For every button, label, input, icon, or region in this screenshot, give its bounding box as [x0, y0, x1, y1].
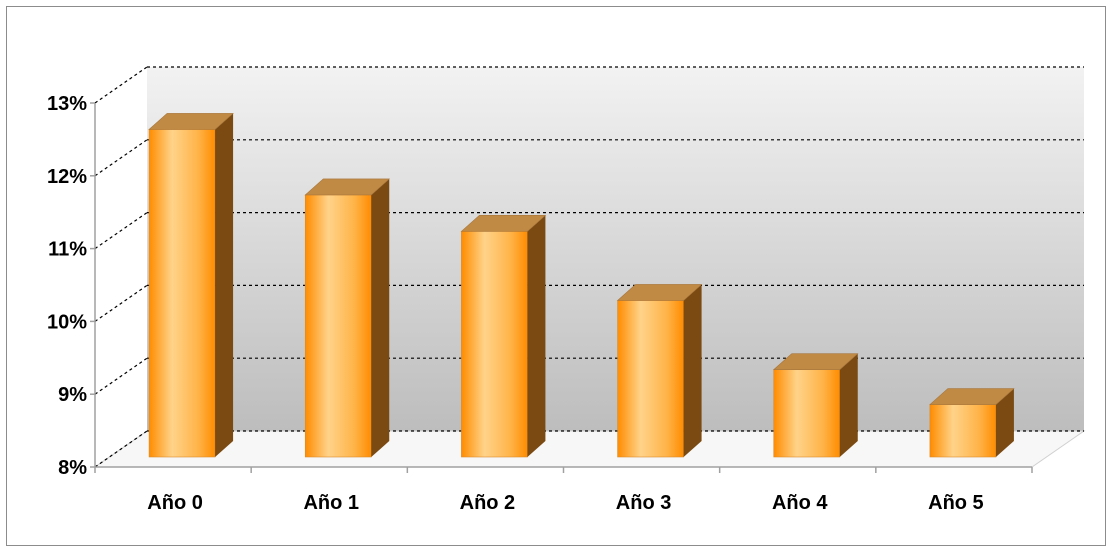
bar-top: [148, 113, 234, 130]
bar: [304, 178, 391, 458]
y-tick-label: 13%: [47, 93, 87, 115]
x-axis-tick-labels: Año 0 Año 1 Año 2 Año 3 Año 4 Año 5: [147, 492, 983, 514]
bar-top: [772, 353, 859, 370]
gridline-diagonal: [94, 139, 148, 177]
bar-front: [148, 129, 216, 458]
bar-side: [527, 215, 546, 457]
bar-front: [773, 369, 841, 458]
y-tick-label: 9%: [58, 384, 87, 406]
x-tick-label: Año 0: [147, 492, 203, 514]
x-tick-label: Año 1: [303, 492, 359, 514]
bar: [148, 113, 234, 458]
gridline-diagonal: [94, 430, 148, 468]
bar-top: [460, 215, 547, 232]
chart-axes: [90, 102, 1033, 473]
bar-front: [461, 231, 528, 458]
bar: [616, 284, 703, 458]
bar-side: [683, 284, 702, 457]
y-tick-label: 11%: [48, 239, 87, 261]
x-tick-label: Año 3: [616, 492, 672, 514]
bar: [772, 353, 859, 458]
bar-series: [148, 113, 1015, 458]
bar: [929, 388, 1015, 458]
bar-front: [929, 404, 997, 458]
bar-front: [304, 194, 372, 458]
y-tick-label: 8%: [58, 457, 87, 479]
bar-top: [304, 178, 391, 196]
x-tick-label: Año 2: [460, 492, 516, 514]
bar-top: [616, 284, 703, 301]
y-axis-tick-labels: 8% 9% 10% 11% 12% 13%: [47, 93, 87, 479]
gridline-diagonal: [94, 284, 148, 322]
y-tick-label: 12%: [47, 166, 87, 188]
gridlines: [94, 66, 1084, 468]
bar-side: [371, 178, 390, 458]
bar-top: [929, 388, 1015, 405]
x-tick-label: Año 4: [772, 492, 828, 514]
gridline-diagonal: [94, 357, 148, 395]
bar: [460, 215, 547, 458]
bar-front: [617, 300, 684, 458]
gridline-diagonal: [94, 212, 148, 250]
y-tick-label: 10%: [47, 311, 87, 333]
bar-side: [995, 388, 1014, 457]
bar-side: [215, 113, 234, 458]
chart-frame: 8% 9% 10% 11% 12% 13% Año 0 Año 1 Año 2 Año 3 Año…: [6, 6, 1106, 546]
back-wall: [147, 67, 1084, 431]
gridline-diagonal: [94, 66, 148, 104]
x-tick-label: Año 5: [928, 492, 984, 514]
bar-chart: 8%9%10%11%12%13% Año 0 Año 1 Año 2 Año 3 Año…: [47, 66, 1086, 514]
bar-side: [839, 353, 858, 457]
